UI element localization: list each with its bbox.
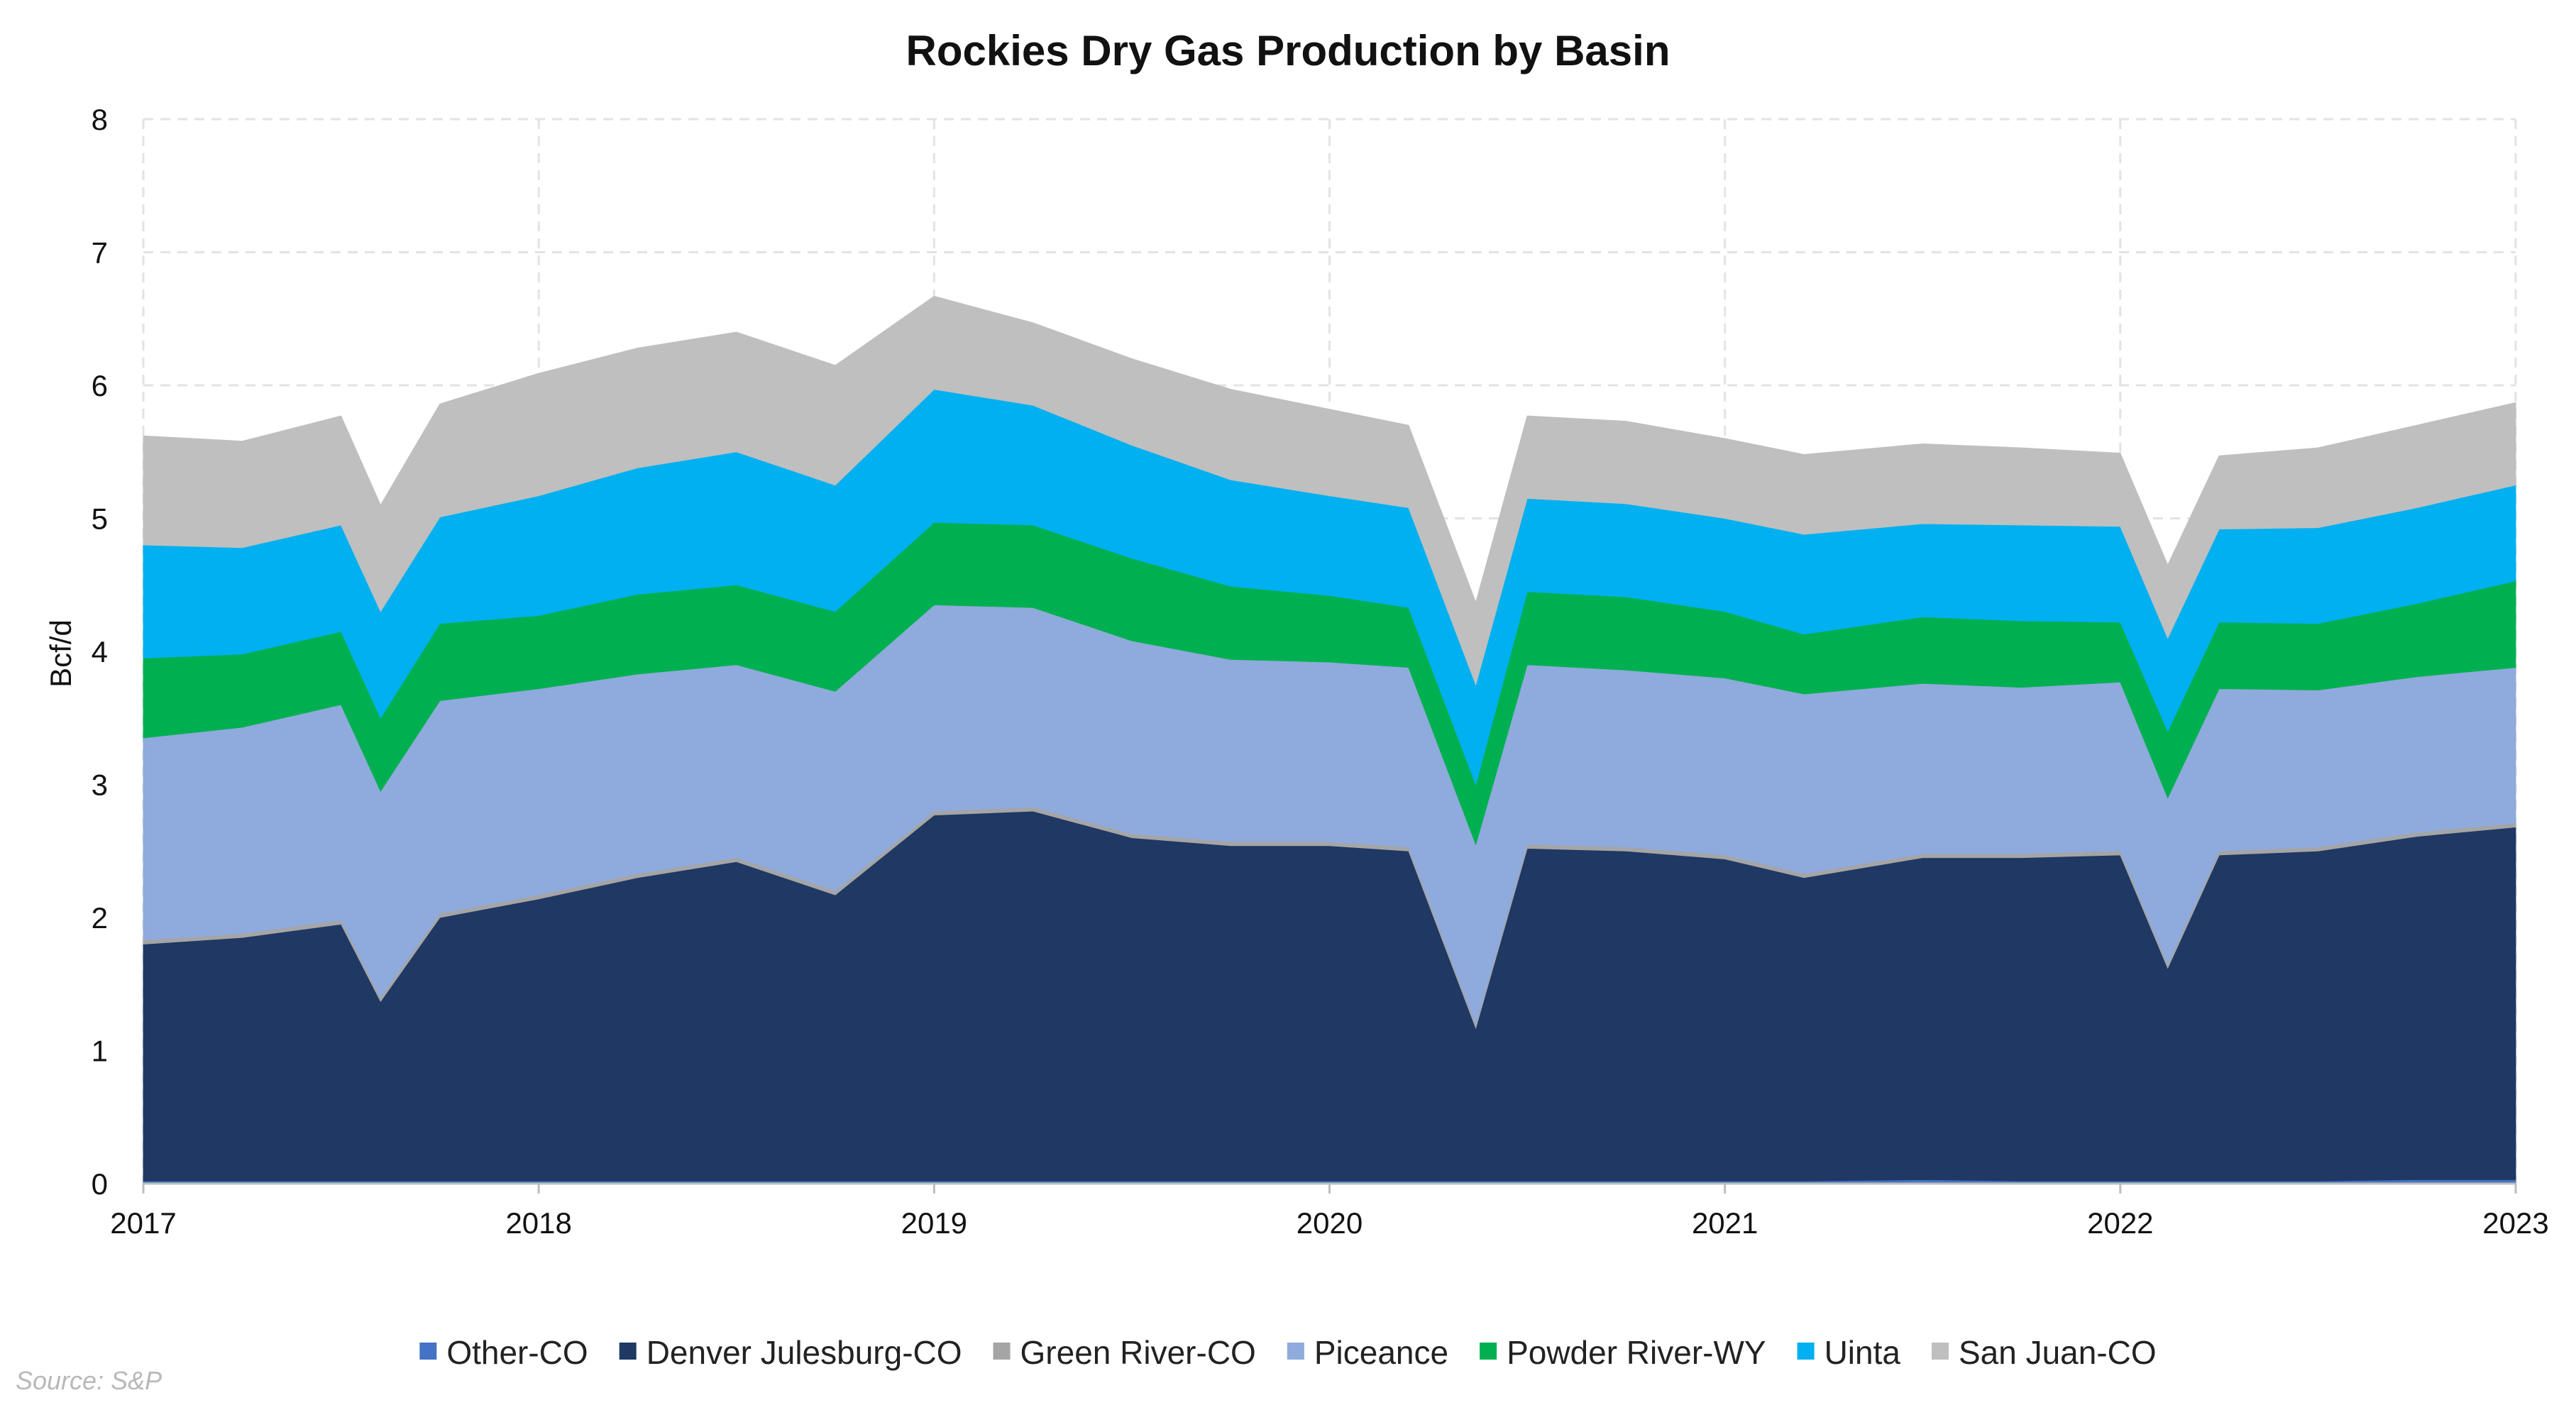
legend-swatch [1797, 1343, 1815, 1360]
y-tick-label: 6 [92, 369, 108, 402]
x-tick-label: 2022 [2087, 1206, 2153, 1240]
legend-label: Green River-CO [1020, 1334, 1256, 1371]
y-tick-label: 1 [92, 1035, 108, 1068]
legend-label: Powder River-WY [1507, 1334, 1766, 1371]
y-tick-label: 2 [92, 901, 108, 935]
y-tick-label: 8 [92, 103, 108, 136]
x-tick-label: 2019 [901, 1206, 967, 1240]
legend-swatch [1480, 1343, 1497, 1360]
legend-swatch [993, 1343, 1011, 1360]
y-tick-label: 4 [92, 635, 108, 668]
stacked-areas [143, 295, 2516, 1184]
chart-title: Rockies Dry Gas Production by Basin [906, 27, 1670, 75]
x-tick-label: 2023 [2482, 1206, 2548, 1240]
x-tick-label: 2018 [505, 1206, 571, 1240]
x-tick-label: 2017 [110, 1206, 176, 1240]
y-tick-label: 0 [92, 1167, 108, 1201]
legend-label: Other-CO [446, 1334, 588, 1371]
legend-label: San Juan-CO [1959, 1334, 2157, 1371]
y-tick-label: 5 [92, 502, 108, 536]
axes: 0 1 2 3 4 5 6 7 8 2017 2018 2019 2020 2021 2022 2023 [92, 103, 2549, 1240]
y-tick-label: 7 [92, 236, 108, 270]
legend-label: Uinta [1824, 1334, 1901, 1371]
legend-swatch [419, 1343, 437, 1360]
legend-swatch [619, 1343, 637, 1360]
area-san-juan-co [143, 295, 2516, 686]
x-tick-label: 2020 [1297, 1206, 1363, 1240]
legend-swatch [1287, 1343, 1304, 1360]
y-axis-label: Bcf/d [44, 619, 77, 688]
legend-label: Denver Julesburg-CO [646, 1334, 962, 1371]
legend-swatch [1931, 1343, 1949, 1360]
legend: Other-CO Denver Julesburg-CO Green River-C… [419, 1334, 2157, 1371]
legend-label: Piceance [1314, 1334, 1448, 1371]
x-tick-label: 2021 [1692, 1206, 1758, 1240]
y-tick-label: 3 [92, 768, 108, 802]
source-note: Source: S&P [16, 1366, 162, 1395]
